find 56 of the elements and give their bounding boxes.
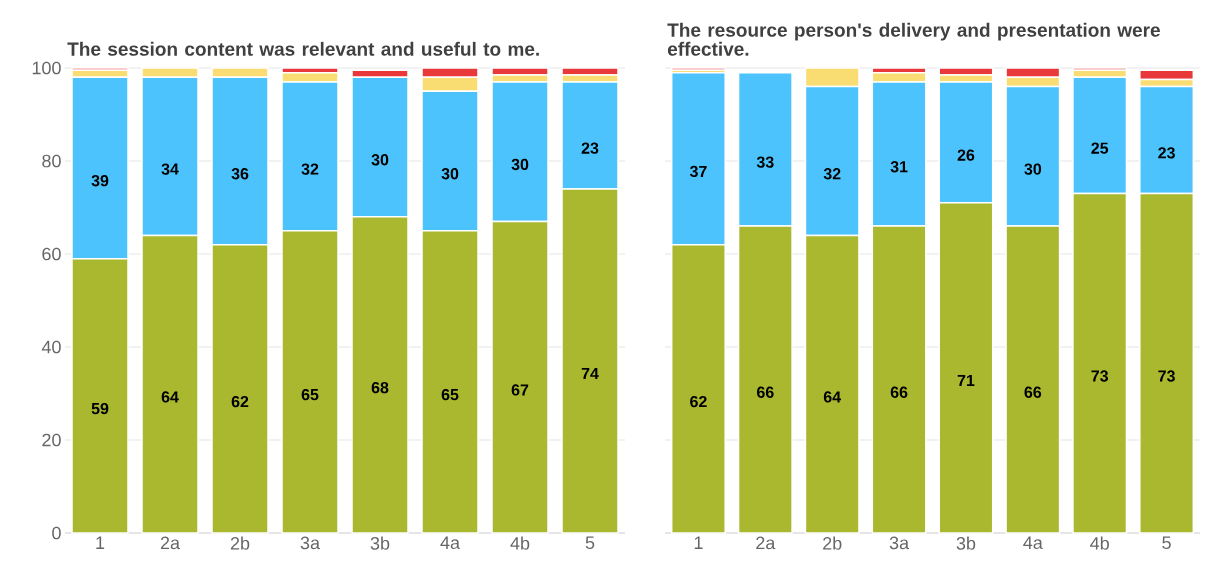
x-tick-label: 2b — [230, 536, 250, 550]
x-tick-label: 2a — [160, 536, 181, 550]
x-tick-label: 2a — [756, 536, 776, 550]
data-label: 68 — [371, 381, 389, 394]
data-label: 30 — [371, 154, 389, 166]
x-tick-label: 4b — [510, 536, 530, 550]
data-label: 73 — [1158, 370, 1175, 382]
data-label: 59 — [91, 402, 109, 415]
x-tick-label: 1 — [694, 536, 703, 549]
data-label: 32 — [823, 168, 841, 180]
data-label: 34 — [161, 163, 179, 175]
y-tick-label: 20 — [42, 433, 61, 447]
x-tick-label: 3a — [300, 536, 321, 550]
data-label: 33 — [756, 156, 774, 168]
data-label: 66 — [757, 386, 774, 398]
data-label: 37 — [689, 165, 707, 178]
x-tick-label: 4b — [1090, 536, 1109, 550]
data-label: 67 — [511, 384, 529, 396]
data-label: 36 — [231, 168, 249, 180]
x-tick-label: 4a — [1023, 536, 1043, 550]
data-label: 65 — [441, 388, 459, 401]
y-tick-label: 40 — [41, 340, 61, 354]
data-label: 71 — [957, 374, 975, 386]
data-label: 65 — [301, 388, 319, 401]
chart-title: The session content was relevant and useful to me. — [67, 41, 539, 56]
data-label: 62 — [690, 395, 707, 408]
y-tick-label: 0 — [52, 526, 61, 540]
data-label: 64 — [823, 391, 842, 403]
data-label: 25 — [1091, 142, 1109, 154]
data-label: 30 — [511, 158, 529, 171]
y-tick-label: 80 — [42, 154, 61, 168]
data-label: 66 — [1024, 386, 1042, 398]
x-tick-label: 4a — [440, 536, 461, 550]
data-label: 66 — [890, 386, 908, 398]
chart-title: The resource person's delivery and presentation were effective. — [667, 22, 1160, 56]
data-label: 23 — [581, 142, 599, 154]
data-label: 26 — [957, 149, 975, 161]
x-tick-label: 3b — [956, 536, 976, 550]
x-tick-label: 5 — [1162, 536, 1171, 550]
y-tick-label: 100 — [32, 61, 61, 75]
y-tick-label: 60 — [42, 247, 61, 261]
data-label: 23 — [1158, 147, 1175, 159]
data-label: 32 — [301, 163, 319, 175]
x-tick-label: 3a — [889, 536, 910, 550]
data-label: 30 — [441, 168, 459, 180]
data-label: 62 — [231, 395, 249, 408]
data-label: 31 — [890, 161, 908, 173]
data-label: 74 — [581, 368, 599, 380]
x-tick-label: 3b — [370, 536, 390, 550]
data-label: 39 — [91, 175, 109, 187]
x-tick-label: 2b — [823, 536, 842, 550]
data-label: 64 — [161, 391, 179, 403]
data-label: 30 — [1024, 163, 1042, 175]
x-tick-label: 5 — [585, 536, 595, 550]
data-label: 73 — [1091, 370, 1109, 382]
x-tick-label: 1 — [96, 536, 105, 549]
